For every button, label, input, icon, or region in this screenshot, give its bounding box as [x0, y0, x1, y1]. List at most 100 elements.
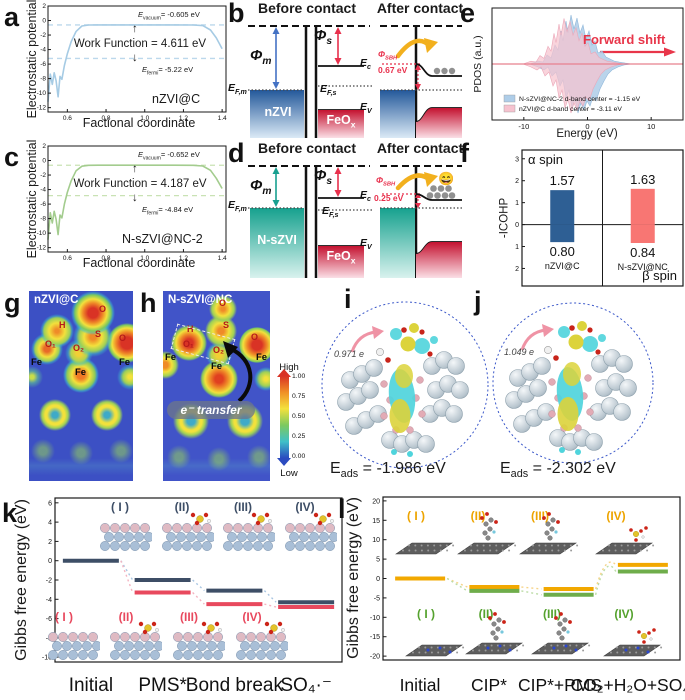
svg-text:-4: -4	[46, 597, 52, 604]
molecule-inset	[454, 510, 518, 556]
panel-b-letter: b	[228, 0, 245, 28]
sbh-value: 0.25 eV	[374, 193, 404, 203]
oxide-label: FeOx	[326, 113, 356, 130]
svg-text:10: 10	[372, 537, 380, 544]
svg-text:N-sZVI@NC: N-sZVI@NC	[618, 262, 669, 272]
atom-label-S: S	[95, 329, 102, 339]
down-arrow: ↓	[132, 52, 138, 64]
phi-m-label: Φm	[250, 177, 272, 197]
phi-m-label: Φm	[250, 47, 272, 67]
adsorption-energy: Eads = -2.302 eV	[500, 460, 616, 481]
x-axis-label: Factional coordinate	[82, 116, 196, 130]
smiley-emoji-icon: 😄	[438, 171, 455, 186]
colorbar-bottom-arrow	[277, 458, 291, 466]
phi-s-label: Φs	[314, 167, 333, 187]
panel-l-letter: l	[338, 494, 346, 524]
charge-difference-isosurface-i	[321, 301, 489, 469]
sbh-label: ΦSBH	[378, 49, 398, 62]
svg-text:-2: -2	[46, 578, 52, 585]
efs-label: EF,s	[320, 83, 337, 98]
colorbar-tick: 1.00	[292, 373, 306, 380]
sbh-label: ΦSBH	[376, 175, 396, 188]
after-contact-title: After contact	[376, 140, 464, 156]
atom-label-O2: O₂	[73, 343, 84, 353]
y-axis-label: -ICOHP	[498, 197, 511, 239]
panel-k-letter: k	[2, 498, 18, 528]
map-title: nZVI@C	[34, 294, 79, 306]
panel-e-letter: e	[460, 0, 476, 28]
atom-label-S: S	[223, 320, 230, 330]
molecule-inset	[592, 510, 656, 556]
efm-label: EF,m	[228, 199, 247, 214]
svg-text:0: 0	[42, 158, 46, 165]
atom-label-Fe: Fe	[256, 352, 268, 363]
svg-text:PMS*: PMS*	[138, 675, 187, 696]
svg-text:Initial: Initial	[400, 675, 441, 695]
svg-text:2: 2	[515, 178, 519, 185]
up-arrow: ↑	[132, 163, 138, 175]
svg-text:0: 0	[48, 558, 52, 565]
colorbar-tick: 0.75	[292, 393, 306, 400]
molecule-inset	[171, 621, 227, 663]
molecule-inset	[402, 612, 466, 658]
svg-text:5: 5	[376, 557, 380, 564]
work-function-annotation: Work Function = 4.611 eV	[73, 38, 207, 50]
panel-i-letter: i	[344, 284, 352, 314]
svg-text:-8: -8	[40, 76, 46, 83]
up-arrow: ↑	[132, 23, 138, 35]
atom-label-Fe: Fe	[75, 367, 87, 378]
svg-text:15: 15	[372, 518, 380, 525]
panel-d-letter: d	[228, 138, 245, 168]
svg-text:0: 0	[376, 576, 380, 583]
atom-label-O1: O₁	[183, 339, 194, 349]
colorbar-top-arrow	[277, 369, 291, 377]
atom-label-Fe: Fe	[211, 361, 223, 372]
svg-text:β spin: β spin	[642, 268, 677, 283]
svg-text:-2: -2	[40, 32, 46, 39]
charge-density-map-nszvi: N-sZVI@NC O H S O₁ O₂ O Fe Fe Fe e⁻ tran…	[163, 291, 270, 481]
y-axis-label: Electrostatic potential	[25, 0, 40, 119]
svg-text:2: 2	[48, 539, 52, 546]
atom-label-O-right: O	[119, 333, 127, 343]
map-title: N-sZVI@NC	[168, 294, 233, 306]
colorbar-gradient	[280, 376, 289, 458]
down-arrow: ↓	[132, 192, 138, 204]
colorbar-tick: 0.00	[292, 453, 306, 460]
svg-text:α spin: α spin	[528, 152, 563, 167]
svg-text:0: 0	[42, 18, 46, 25]
atom-label-H: H	[187, 324, 194, 334]
before-contact-title: Before contact	[257, 0, 357, 16]
svg-text:Bond break: Bond break	[186, 675, 284, 696]
charge-transfer-value: 0.971 e	[334, 349, 365, 359]
ev-label: EV	[360, 237, 372, 252]
svg-text:nZVI@C: nZVI@C	[545, 261, 580, 271]
molecule-inset	[160, 512, 216, 554]
panel-c-letter: c	[4, 142, 20, 172]
y-axis-label: Gibbs free energy (eV)	[345, 497, 363, 659]
efm-label: EF,m	[228, 82, 247, 97]
molecule-inset	[516, 510, 580, 556]
forward-shift-annotation: Forward shift	[583, 32, 666, 47]
colorbar-tick: 0.50	[292, 413, 306, 420]
svg-text:nZVI@C d-band center = -3.11 e: nZVI@C d-band center = -3.11 eV	[519, 106, 622, 113]
electron-transfer-label: e⁻ transfer	[167, 401, 255, 419]
molecule-inset	[600, 612, 664, 658]
efermi-annotation: Efermi= -5.22 eV	[142, 65, 194, 77]
molecule-inset	[108, 621, 164, 663]
atom-label-Fe: Fe	[165, 352, 177, 363]
oxide-label: FeOx	[326, 249, 356, 266]
chart-f: 3 2 1 0 1 2 1.57 0.80 nZVI@C 1.63 0.84 N-sZVI@NC α s…	[515, 149, 684, 287]
svg-text:-10: -10	[370, 615, 380, 622]
colorbar-high-label: High	[279, 362, 299, 373]
svg-text:-6: -6	[40, 201, 46, 208]
ec-label: Ec	[360, 57, 371, 72]
panel-g-letter: g	[4, 288, 21, 318]
svg-text:-20: -20	[370, 654, 380, 661]
ev-label: EV	[360, 101, 372, 116]
atom-label-O-right: O	[251, 332, 259, 342]
atom-label-O: O	[99, 304, 107, 314]
sbh-value: 0.67 eV	[378, 65, 408, 75]
metal-label: nZVI	[264, 105, 292, 119]
y-axis-label: Electrostatic potential	[25, 139, 40, 259]
